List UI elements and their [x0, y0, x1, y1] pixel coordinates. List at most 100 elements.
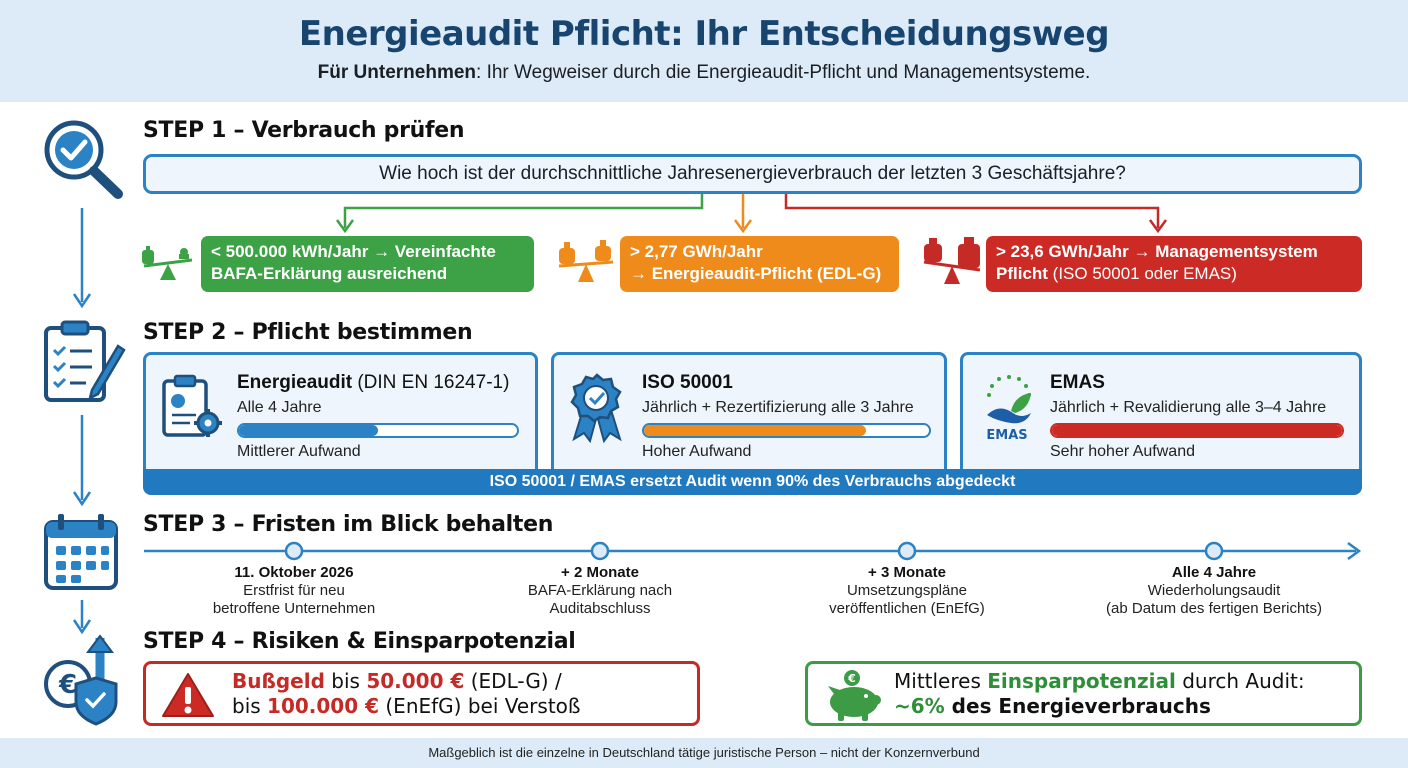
- magnifier-check-icon: [44, 120, 123, 199]
- card-emas-effort-fill: [1052, 425, 1342, 436]
- footer-band: [0, 738, 1408, 768]
- card-energieaudit-title-suffix: (DIN EN 16247-1): [352, 372, 510, 393]
- card-energieaudit-frequency: Alle 4 Jahre: [237, 399, 322, 416]
- branch-arrow-orange: [733, 194, 753, 234]
- threshold-medium-line2: → Energieaudit-Pflicht (EDL-G): [630, 264, 882, 283]
- milestone-1: 11. Oktober 2026 Erstfrist für neu betro…: [164, 564, 424, 618]
- milestone-1-line2: betroffene Unternehmen: [212, 600, 376, 617]
- warning-icon: [162, 673, 214, 717]
- scale-light-icon: [142, 246, 193, 280]
- savings-highlight: Einsparpotenzial: [987, 669, 1176, 693]
- card-emas-frequency: Jährlich + Revalidierung alle 3–4 Jahre: [1050, 399, 1327, 416]
- threshold-high: > 23,6 GWh/Jahr → Managementsystem Pflic…: [986, 236, 1362, 292]
- flow-arrow-3: [72, 600, 92, 635]
- subtitle-bold: Für Unternehmen: [317, 62, 477, 83]
- milestone-4-line2: (ab Datum des fertigen Berichts): [1106, 600, 1322, 617]
- step1-question-box: Wie hoch ist der durchschnittliche Jahre…: [143, 154, 1362, 194]
- threshold-low-line2: BAFA-Erklärung ausreichend: [211, 264, 448, 283]
- card-iso50001-frequency: Jährlich + Rezertifizierung alle 3 Jahre: [642, 399, 914, 416]
- threshold-low-line1: < 500.000 kWh/Jahr → Vereinfachte: [211, 242, 496, 261]
- milestone-4-line1: Wiederholungsaudit: [1147, 582, 1281, 599]
- risk-text-part: (EDL-G) /: [464, 669, 562, 693]
- risk-text-part: bis: [324, 669, 367, 693]
- calendar-icon: [44, 514, 118, 590]
- timeline-dot-3: [897, 541, 917, 561]
- euro-shield-growth-icon: €: [44, 634, 118, 726]
- savings-text-part: Mittleres: [894, 669, 988, 693]
- svg-text:€: €: [58, 670, 77, 700]
- risk-fine-enefg: 100.000 €: [267, 694, 380, 718]
- risk-text-part: (EnEfG) bei Verstoß: [379, 694, 581, 718]
- card-energieaudit: Energieaudit (DIN EN 16247-1) Alle 4 Jah…: [143, 352, 538, 478]
- card-energieaudit-effort-label: Mittlerer Aufwand: [237, 443, 361, 460]
- savings-text: Mittleres Einsparpotenzial durch Audit: …: [894, 669, 1305, 719]
- subtitle-rest: : Ihr Wegweiser durch die Energieaudit-P…: [476, 62, 1091, 83]
- milestone-3-line1: Umsetzungspläne: [846, 582, 968, 599]
- emas-logo-icon: EMAS: [986, 375, 1031, 443]
- step2-title: STEP 2 – Pflicht bestimmen: [143, 320, 473, 345]
- risk-text-part: bis: [232, 694, 268, 718]
- milestone-4: Alle 4 Jahre Wiederholungsaudit (ab Datu…: [1084, 564, 1344, 618]
- card-energieaudit-effort-bar: [237, 423, 519, 438]
- threshold-low: < 500.000 kWh/Jahr → Vereinfachte BAFA-E…: [201, 236, 534, 292]
- milestone-2-line2: Auditabschluss: [549, 600, 651, 617]
- milestone-2-head: + 2 Monate: [561, 564, 639, 581]
- card-iso50001-effort-bar: [642, 423, 931, 438]
- milestone-4-head: Alle 4 Jahre: [1171, 564, 1257, 581]
- flow-arrow-1: [72, 208, 92, 309]
- card-iso50001-effort-fill: [644, 425, 867, 436]
- flow-arrow-2: [72, 415, 92, 507]
- card-iso50001-effort-label: Hoher Aufwand: [642, 443, 752, 460]
- scale-medium-icon: [558, 240, 614, 282]
- left-flow-rail: €: [44, 120, 126, 726]
- branch-arrow-green: [335, 194, 704, 234]
- clipboard-pen-icon: [44, 320, 126, 402]
- step3-title: STEP 3 – Fristen im Blick behalten: [143, 512, 554, 537]
- savings-text-part: durch Audit:: [1175, 669, 1305, 693]
- header-band: [0, 0, 1408, 102]
- savings-box: € Mittleres Einsparpotenzial durch Audit…: [805, 661, 1362, 726]
- threshold-high-line1: > 23,6 GWh/Jahr → Managementsystem: [996, 242, 1318, 261]
- card-energieaudit-effort-fill: [239, 425, 378, 436]
- savings-percent: ~6%: [894, 694, 945, 718]
- milestone-1-head: 11. Oktober 2026: [234, 564, 354, 581]
- emas-logo-text: EMAS: [986, 428, 1027, 443]
- card-emas-effort-bar: [1050, 423, 1344, 438]
- timeline-dot-1: [284, 541, 304, 561]
- piggy-bank-icon: €: [828, 670, 881, 721]
- timeline-line: [144, 541, 1362, 561]
- threshold-medium-line1: > 2,77 GWh/Jahr: [630, 242, 763, 261]
- timeline-dot-2: [590, 541, 610, 561]
- certificate-badge-icon: [570, 373, 622, 443]
- page-subtitle: Für Unternehmen: Ihr Wegweiser durch die…: [0, 62, 1408, 84]
- card-iso50001-title: ISO 50001: [642, 372, 733, 393]
- milestone-2: + 2 Monate BAFA-Erklärung nach Auditabsc…: [470, 564, 730, 618]
- milestone-3: + 3 Monate Umsetzungspläne veröffentlich…: [777, 564, 1037, 618]
- card-emas-effort-label: Sehr hoher Aufwand: [1050, 443, 1195, 460]
- risk-fine-edlg: 50.000 €: [366, 669, 465, 693]
- branch-arrow-red: [784, 194, 1168, 234]
- threshold-high-line2-rest: (ISO 50001 oder EMAS): [1047, 264, 1237, 283]
- milestone-3-line2: veröffentlichen (EnEfG): [829, 600, 985, 617]
- footer-note: Maßgeblich ist die einzelne in Deutschla…: [428, 745, 980, 760]
- step4-title: STEP 4 – Risiken & Einsparpotenzial: [143, 629, 576, 654]
- card-energieaudit-title-bold: Energieaudit: [237, 372, 353, 393]
- card-emas: EMAS EMAS Jährlich + Revalidierung alle …: [960, 352, 1362, 478]
- risk-fine-label: Bußgeld: [232, 669, 325, 693]
- clipboard-gear-icon: [162, 374, 222, 437]
- step2-banner: ISO 50001 / EMAS ersetzt Audit wenn 90% …: [143, 469, 1362, 495]
- scale-heavy-icon: [923, 237, 981, 284]
- threshold-medium: > 2,77 GWh/Jahr → Energieaudit-Pflicht (…: [620, 236, 899, 292]
- milestone-2-line1: BAFA-Erklärung nach: [527, 582, 673, 599]
- risk-box: Bußgeld bis 50.000 € (EDL-G) / bis 100.0…: [143, 661, 700, 726]
- threshold-high-line2-bold: Pflicht: [996, 264, 1048, 283]
- branch-arrows: [335, 194, 1168, 234]
- card-energieaudit-title: Energieaudit (DIN EN 16247-1): [237, 372, 509, 394]
- timeline-dot-4: [1204, 541, 1224, 561]
- svg-text:€: €: [847, 672, 856, 685]
- step1-title: STEP 1 – Verbrauch prüfen: [143, 118, 465, 143]
- risk-text: Bußgeld bis 50.000 € (EDL-G) / bis 100.0…: [232, 669, 581, 719]
- card-emas-title: EMAS: [1050, 372, 1105, 393]
- milestone-3-head: + 3 Monate: [868, 564, 946, 581]
- savings-text-part: des Energieverbrauchs: [944, 694, 1211, 718]
